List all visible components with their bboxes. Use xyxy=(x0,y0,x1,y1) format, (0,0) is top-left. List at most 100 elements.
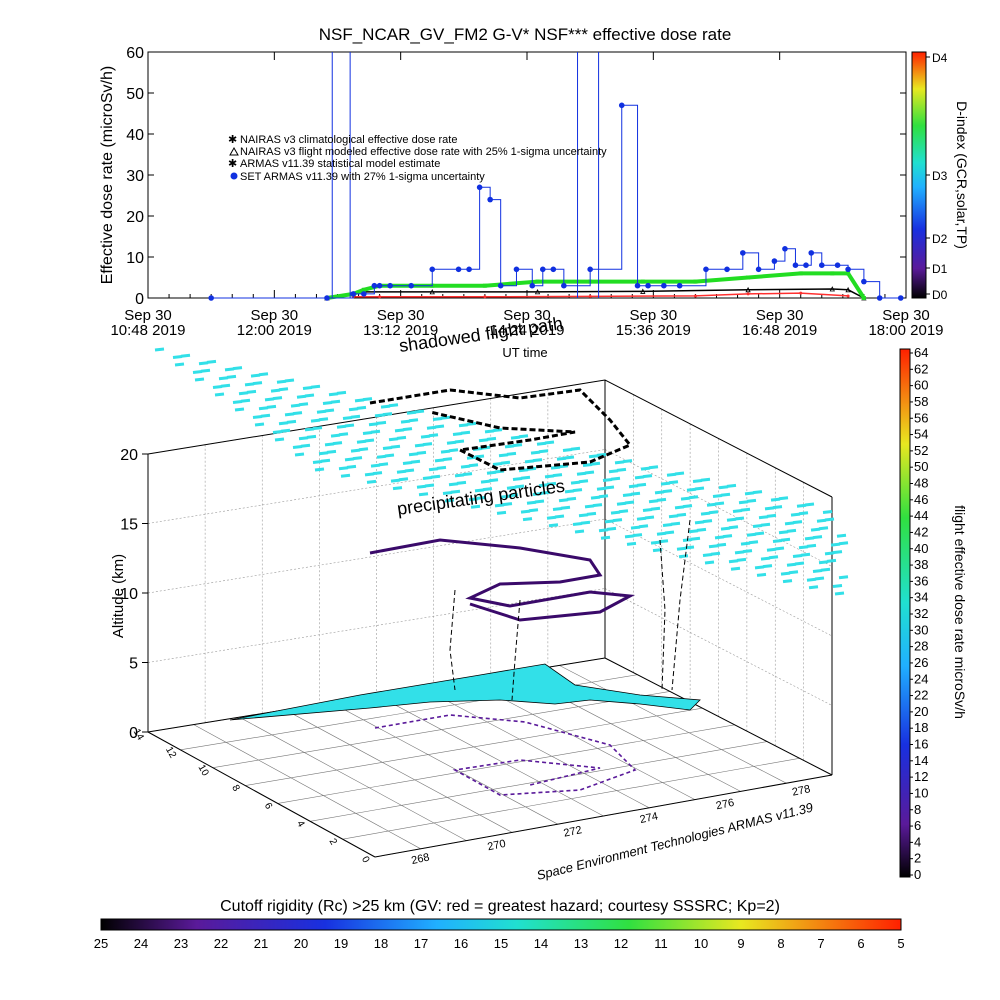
dose-tick-label: 26 xyxy=(914,655,928,670)
particle-dash xyxy=(174,362,185,367)
particle-dash xyxy=(700,511,711,516)
particle-dash xyxy=(212,385,223,389)
particle-dash xyxy=(470,504,481,509)
particle-dash xyxy=(370,429,381,434)
set-armas-point xyxy=(661,282,667,289)
set-armas-point xyxy=(861,278,867,285)
particle-dash xyxy=(338,466,349,471)
top-x-tick-time: 12:00 2019 xyxy=(237,322,312,339)
particle-dash xyxy=(710,551,721,556)
particle-dash xyxy=(708,510,719,515)
particle-dash xyxy=(172,355,183,359)
particle-dash xyxy=(838,575,849,580)
wall-grid-line xyxy=(604,518,833,637)
particle-dash xyxy=(408,452,419,457)
plot-3d: 0 5 10 15 20 268 270 272 274 276 278 0 2 4 6 8 10 12 14 xyxy=(120,347,849,867)
particle-dash xyxy=(336,424,347,429)
particle-dash xyxy=(636,516,647,521)
particle-dash xyxy=(728,559,739,564)
set-armas-point xyxy=(808,250,815,256)
particle-dash xyxy=(418,492,429,497)
particle-dash xyxy=(804,536,815,541)
particle-dash xyxy=(224,367,235,372)
armas-model-point xyxy=(846,271,851,276)
ascent-line xyxy=(511,599,521,701)
set-armas-point xyxy=(550,266,557,273)
particle-dash xyxy=(556,456,567,461)
wall-grid-line xyxy=(604,588,833,706)
particle-dash xyxy=(590,495,601,500)
particle-dash xyxy=(642,474,653,479)
particle-dash xyxy=(522,517,533,522)
particle-dash xyxy=(284,412,295,417)
particle-dash xyxy=(258,406,269,411)
dose-tick-label: 64 xyxy=(914,345,928,360)
particle-dash xyxy=(394,428,405,433)
particle-dash xyxy=(630,525,641,530)
particle-dash xyxy=(790,512,801,517)
particle-dash xyxy=(538,483,549,488)
floor-grid-line xyxy=(239,716,467,841)
particle-dash xyxy=(480,479,491,484)
particle-dash xyxy=(526,466,537,471)
top-x-tick-date: Sep 30 xyxy=(630,307,678,324)
floor-grid-line xyxy=(376,694,604,817)
dose-tick-label: 56 xyxy=(914,410,928,425)
set-armas-point xyxy=(513,266,520,273)
box-top-edge xyxy=(147,379,833,498)
particle-dash xyxy=(650,540,661,545)
legend-marker-armas-model: ✱ xyxy=(228,158,237,170)
particle-dash xyxy=(574,529,585,534)
particle-dash xyxy=(636,482,647,487)
ground-map xyxy=(229,663,701,721)
rigidity-tick-label: 17 xyxy=(414,936,428,951)
particle-dash xyxy=(346,464,357,469)
particle-dash xyxy=(362,397,373,402)
dose-tick-label: 0 xyxy=(914,867,921,882)
particle-dash xyxy=(486,470,497,475)
particle-dash xyxy=(812,569,823,573)
top-x-tick-date: Sep 30 xyxy=(377,307,425,324)
particle-dash xyxy=(644,515,655,520)
particle-dash xyxy=(822,510,833,514)
particle-dash xyxy=(234,407,245,412)
particle-dash xyxy=(460,430,471,435)
particle-dash xyxy=(816,518,827,523)
particle-dash xyxy=(466,455,477,460)
particle-dash xyxy=(284,378,295,383)
particle-dash xyxy=(628,484,639,489)
lon-tick-label: 270 xyxy=(486,838,506,854)
armas-model-point xyxy=(482,283,487,288)
particle-dash xyxy=(396,435,407,440)
particle-dash xyxy=(806,577,817,582)
dose-tick-label: 36 xyxy=(914,573,928,588)
top-x-axis-label: UT time xyxy=(502,345,547,360)
set-armas-point xyxy=(371,282,378,289)
particle-dash xyxy=(740,541,751,546)
particle-dash xyxy=(674,471,685,476)
top-x-tick-date: Sep 30 xyxy=(756,307,804,324)
particle-dash xyxy=(664,530,675,535)
particle-dash xyxy=(694,486,705,491)
set-armas-point xyxy=(387,282,393,289)
particle-dash xyxy=(588,454,599,459)
particle-dash xyxy=(642,508,653,512)
dose-tick-label: 58 xyxy=(914,394,928,409)
series-line-3 xyxy=(353,292,849,298)
particle-dash xyxy=(666,472,677,477)
particle-dash xyxy=(304,427,315,432)
particle-dash xyxy=(558,464,569,469)
top-x-tick-time: 10:48 2019 xyxy=(110,322,185,339)
particle-dash xyxy=(694,520,705,525)
particle-dash xyxy=(622,493,633,497)
legend-marker-set-armas xyxy=(230,172,238,180)
rigidity-tick-label: 12 xyxy=(614,936,628,951)
rigidity-colorbar xyxy=(100,918,902,931)
rigidity-tick-label: 8 xyxy=(777,936,784,951)
set-armas-point xyxy=(587,266,593,273)
top-y-tick-label: 30 xyxy=(126,168,144,185)
rigidity-tick-label: 23 xyxy=(174,936,188,951)
floor-grid-line xyxy=(330,702,558,825)
particle-dash xyxy=(596,486,607,491)
particle-dash xyxy=(440,449,451,454)
